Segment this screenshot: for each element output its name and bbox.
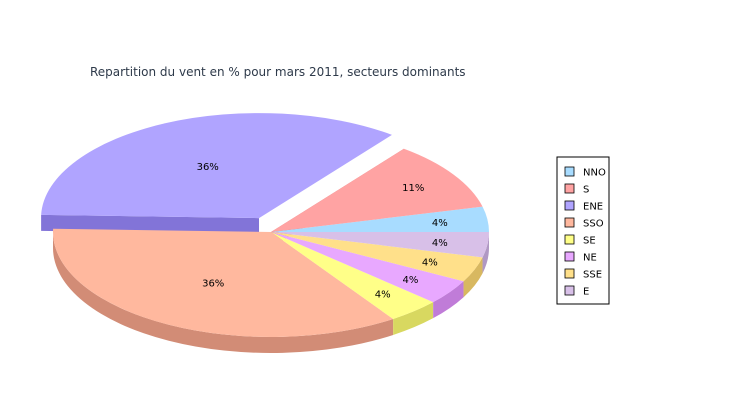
legend-item-ene: ENE: [583, 202, 603, 213]
legend-item-s: S: [583, 185, 589, 196]
legend-swatch-sse: [564, 268, 575, 279]
slice-label-ene: 36%: [197, 162, 219, 173]
legend-swatch-s: [564, 183, 575, 194]
pie-slice-e: [271, 232, 489, 258]
pie-slice-ne: [271, 232, 464, 303]
slice-label-se: 4%: [375, 290, 391, 301]
legend-item-sse: SSE: [583, 270, 602, 281]
pie-slice-sso: [53, 228, 394, 337]
slice-side-sse: [463, 257, 483, 298]
legend-swatch-nno: [564, 166, 575, 177]
legend-swatch-ne: [564, 251, 575, 262]
slice-label-e: 4%: [432, 238, 448, 249]
pie-labels: 4% 11% 36% 36% 4% 4% 4% 4%: [197, 162, 448, 301]
legend-swatch-sso: [564, 217, 575, 228]
pie-slice-ene: [41, 113, 392, 219]
slice-side-se: [393, 302, 434, 335]
pie-slice-s: [271, 148, 483, 232]
slice-label-nno: 4%: [432, 218, 448, 229]
slice-side-ne: [433, 281, 464, 319]
slice-side-sso: [52, 232, 394, 353]
slice-cut-ene: [41, 214, 260, 235]
slice-label-ne: 4%: [402, 275, 418, 286]
legend-swatch-ene: [564, 200, 575, 211]
legend-swatch-e: [564, 285, 575, 296]
pie-slices: [41, 113, 489, 337]
pie-slice-se: [271, 232, 434, 319]
legend-item-ne: NE: [583, 253, 597, 264]
slice-side-e: [482, 232, 489, 274]
slice-label-sso: 36%: [202, 279, 224, 290]
legend-item-nno: NNO: [583, 168, 606, 179]
legend-item-se: SE: [583, 236, 596, 247]
chart-title: Repartition du vent en % pour mars 2011,…: [90, 65, 466, 79]
legend-item-sso: SSO: [583, 219, 604, 230]
slice-label-sse: 4%: [422, 257, 438, 268]
legend-item-e: E: [583, 287, 589, 298]
pie-slice-sse: [271, 232, 483, 282]
legend-swatch-se: [564, 234, 575, 245]
slice-label-s: 11%: [402, 183, 424, 194]
pie-slice-nno: [271, 206, 489, 232]
legend-box: [556, 156, 610, 305]
